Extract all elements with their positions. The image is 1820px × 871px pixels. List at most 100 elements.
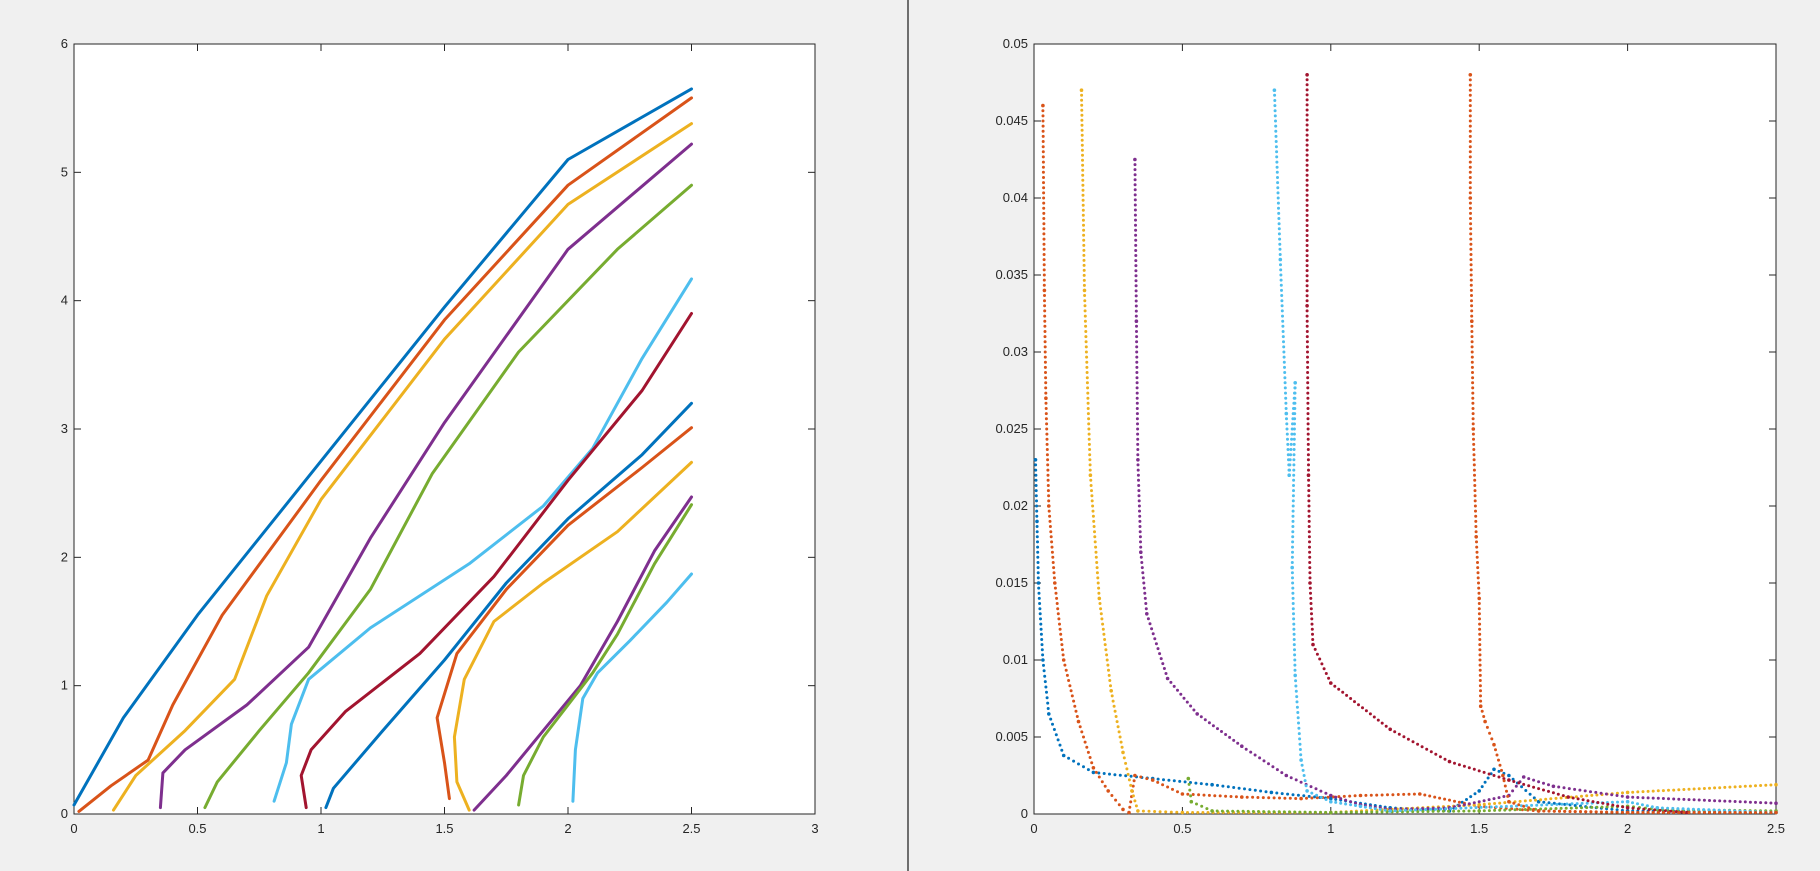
data-point-interp [1110,794,1114,797]
data-point-interp [1647,808,1651,811]
data-point-interp [1082,283,1086,287]
data-point-interp [1534,798,1537,802]
data-point-interp [1093,535,1097,539]
data-point [1305,789,1309,793]
data-point-interp [1138,535,1142,539]
data-point-interp [1134,284,1138,288]
data-point-interp [1305,340,1309,344]
data-point-interp [1292,437,1296,441]
data-point-interp [1454,806,1458,810]
data-point-interp [1663,809,1667,813]
data-point-interp [1275,150,1279,154]
data-point-interp [1478,638,1482,641]
data-point-interp [1034,489,1038,493]
data-point-interp [1636,790,1640,794]
data-point-interp [1291,545,1294,549]
data-point [1492,767,1496,772]
data-point-interp [1472,442,1476,446]
data-point-interp [1135,412,1139,416]
data-point-interp [1453,799,1456,803]
data-point-interp [1562,786,1566,790]
data-point-interp [1645,804,1649,808]
data-point-interp [1292,622,1296,626]
data-point-interp [1088,453,1092,457]
data-point-interp [1565,802,1569,806]
data-point-interp [1386,793,1389,797]
data-point-interp [1078,725,1082,729]
data-point-interp [1482,715,1486,718]
data-point-interp [1393,809,1397,813]
data-point-interp [1305,188,1309,192]
data-point-interp [1502,795,1506,798]
data-point-interp [1257,810,1260,813]
data-point-interp [1083,740,1087,744]
data-point-interp [1669,809,1673,813]
data-point-interp [1472,767,1476,771]
data-point-interp [1135,391,1139,395]
data-point-interp [1615,810,1619,814]
data-point-interp [1134,269,1138,273]
data-point-interp [1207,793,1211,797]
data-point [1492,742,1496,747]
data-point-interp [1277,211,1281,215]
data-point-interp [1308,576,1312,580]
data-point-interp [1052,576,1056,580]
data-point-interp [1309,591,1312,595]
data-point-interp [1341,690,1345,694]
data-point-interp [1081,213,1085,217]
data-point-interp [1646,796,1650,800]
data-point-interp [1211,724,1215,728]
data-point-interp [1345,693,1349,697]
data-point-interp [1086,401,1090,405]
data-point [1625,795,1630,799]
data-point-interp [1293,422,1296,426]
data-point-interp [1273,104,1277,108]
data-point-interp [1723,811,1727,814]
data-point-interp [1616,804,1620,808]
data-point-interp [1402,792,1406,796]
data-point-interp [1135,407,1139,410]
data-point-interp [1229,795,1233,798]
data-point-interp [1156,777,1160,781]
data-point-interp [1477,586,1481,590]
data-point-interp [1043,294,1046,297]
data-point-interp [1702,798,1706,802]
data-point-interp [1682,797,1686,801]
data-point-interp [1135,345,1139,349]
data-point-interp [1475,540,1478,544]
data-point-interp [1091,509,1095,513]
data-point-interp [1273,93,1277,97]
data-point-interp [1423,793,1427,797]
data-point-interp [1236,741,1240,745]
data-point-interp [1439,807,1443,811]
data-point-interp [1293,412,1297,416]
data-point-interp [1057,617,1061,621]
data-point-interp [1146,617,1150,621]
data-point-interp [1135,350,1139,354]
data-point-interp [1563,809,1567,813]
data-point-interp [1045,422,1049,426]
data-point-interp [1293,417,1297,421]
data-point-interp [1641,790,1645,794]
data-point-interp [1084,335,1088,339]
data-point-interp [1718,799,1722,803]
data-point-interp [1309,596,1313,600]
data-point-interp [1525,804,1529,808]
data-point-interp [1154,642,1158,646]
data-point-interp [1274,129,1278,133]
data-point [1774,801,1778,805]
data-point-interp [1094,550,1098,554]
data-point-interp [1575,802,1579,806]
data-point-interp [1551,791,1555,795]
data-point [1329,810,1333,815]
data-point-interp [1344,802,1348,806]
data-point-interp [1281,335,1285,339]
data-point-interp [1556,792,1560,796]
data-point-interp [1595,805,1599,809]
data-point-interp [1477,769,1481,773]
data-point-interp [1547,789,1550,793]
data-point-interp [1653,808,1657,812]
data-point-interp [1738,811,1742,814]
data-point [1477,596,1481,601]
data-point-interp [1482,799,1486,803]
